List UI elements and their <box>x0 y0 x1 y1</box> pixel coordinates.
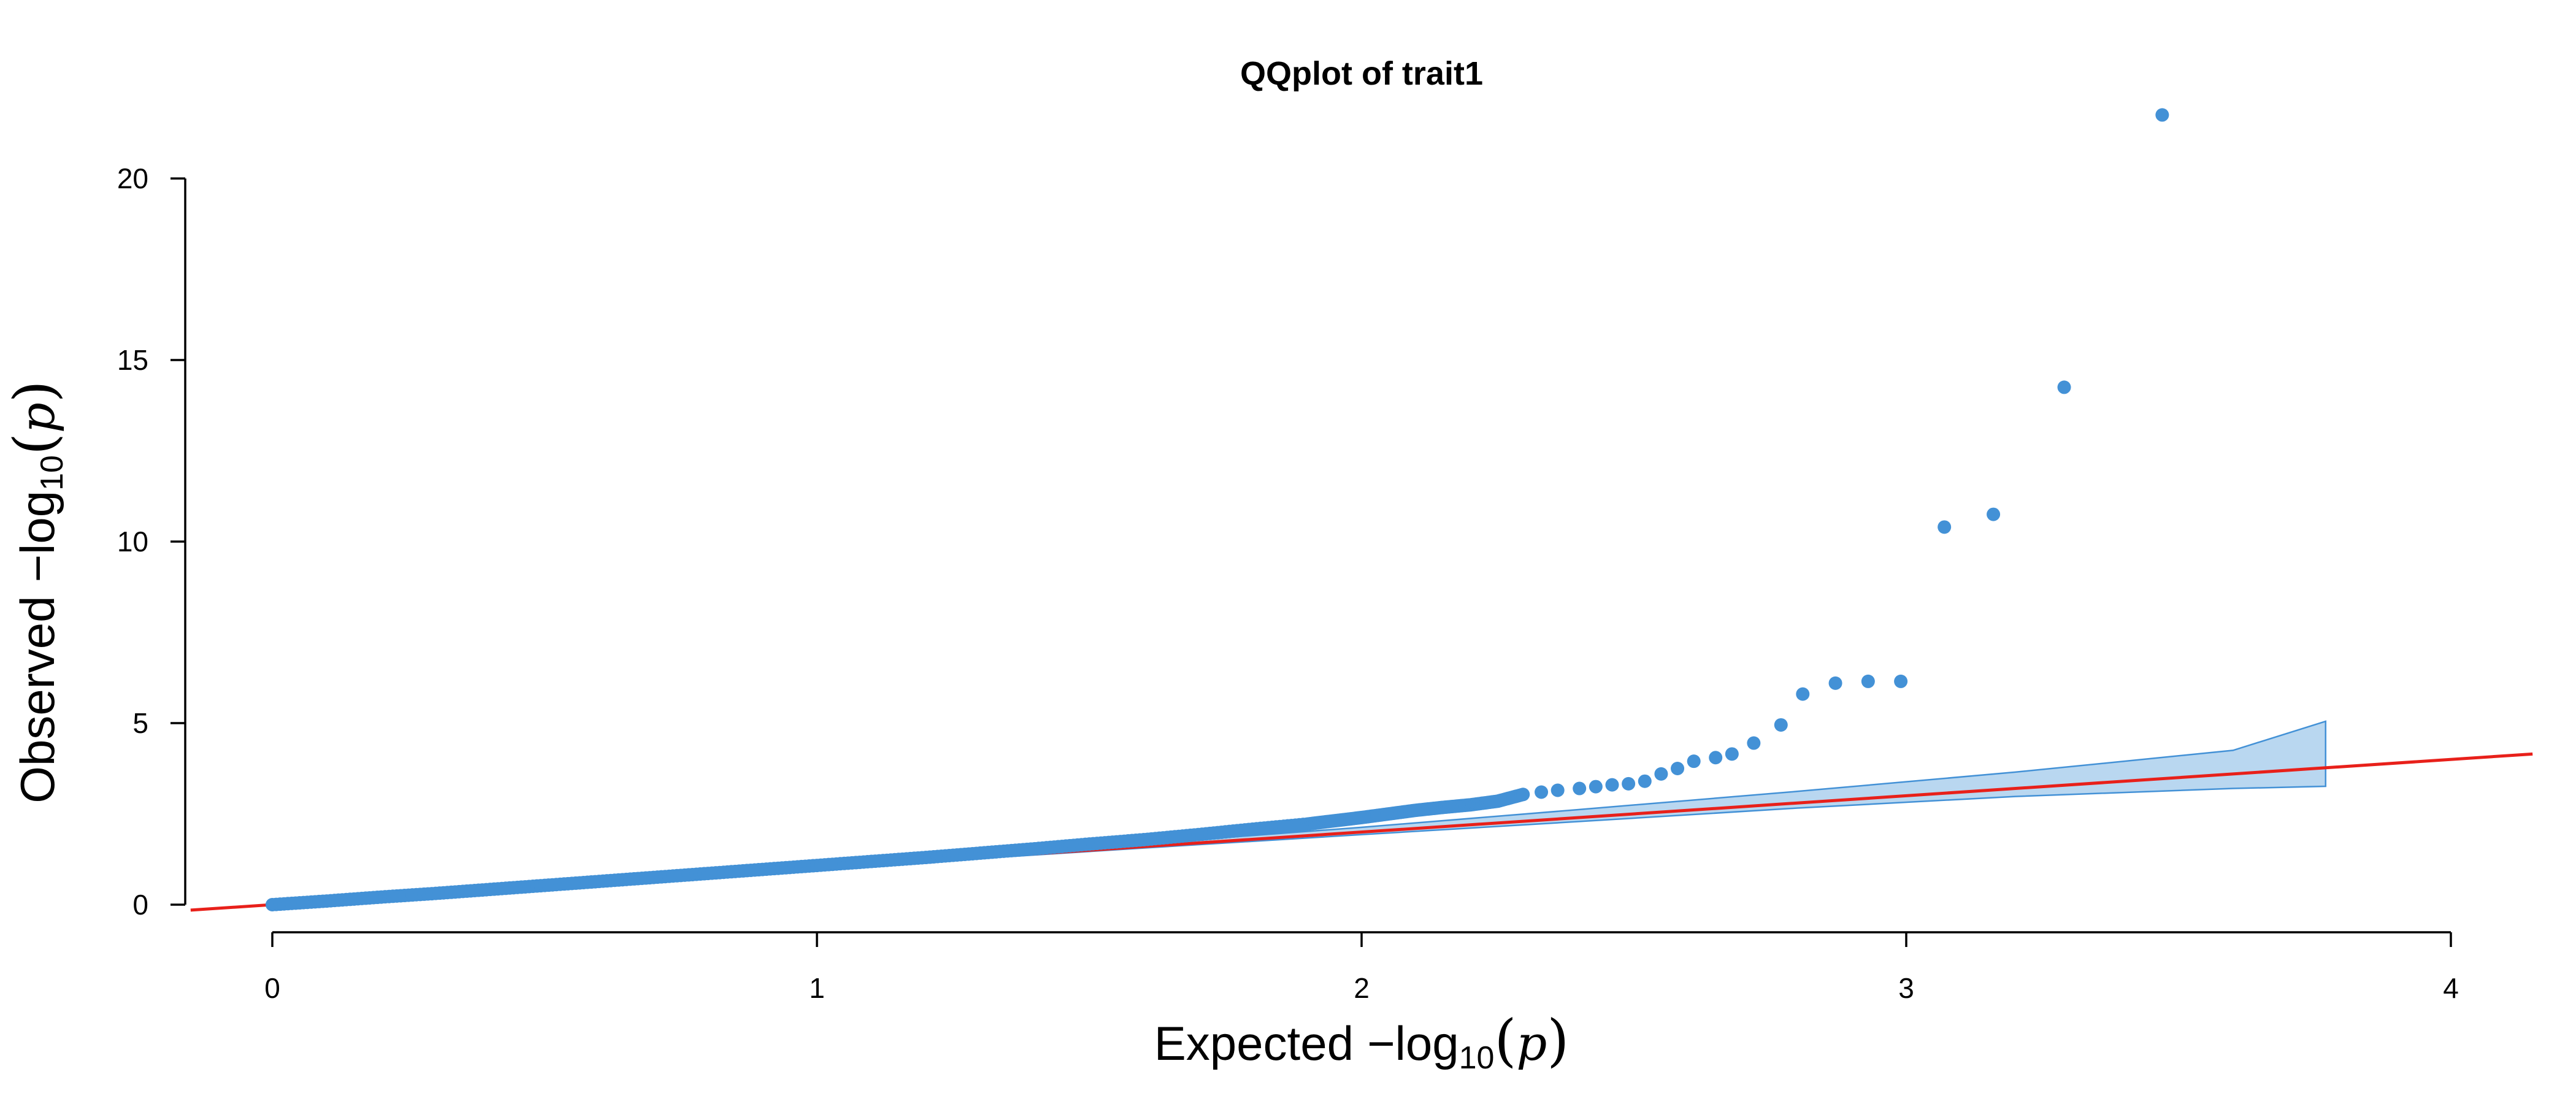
qq-point <box>2057 380 2071 394</box>
confidence-band <box>925 720 2327 863</box>
qq-point <box>1551 783 1565 797</box>
confidence-band-layer <box>925 720 2327 863</box>
qq-point <box>1573 781 1587 795</box>
qq-point <box>1747 736 1761 750</box>
x-tick-label: 3 <box>1898 972 1914 1004</box>
chart-title: QQplot of trait1 <box>1240 55 1483 92</box>
qq-point <box>1638 774 1652 788</box>
x-tick-label: 0 <box>264 972 280 1004</box>
y-axis-label: Observed−log10(p) <box>2 380 70 803</box>
qq-point <box>1774 718 1788 732</box>
qq-point <box>1622 776 1636 791</box>
x-axis-label: Expected −log10(p) <box>1154 1008 1569 1076</box>
qq-point <box>1687 754 1701 769</box>
qq-point <box>2155 108 2169 122</box>
y-tick-label: 10 <box>117 526 148 558</box>
qq-point <box>1654 767 1668 781</box>
x-tick-label: 4 <box>2443 972 2459 1004</box>
y-tick-label: 20 <box>117 163 148 194</box>
dense-points-layer <box>266 788 1530 911</box>
y-tick-label: 15 <box>117 344 148 376</box>
y-axis-ticks: 0 5 10 15 20 <box>117 163 185 921</box>
qq-point <box>1535 785 1549 799</box>
qq-point <box>1516 788 1530 802</box>
qq-point <box>1861 674 1875 688</box>
points-layer <box>1535 108 2169 799</box>
qq-point <box>1605 778 1619 792</box>
qq-point <box>1709 751 1723 765</box>
qq-point <box>1987 507 2001 521</box>
x-tick-label: 1 <box>809 972 825 1004</box>
qq-point <box>1589 780 1603 794</box>
qq-point <box>1671 762 1685 775</box>
x-axis-ticks: 0 1 2 3 4 <box>264 932 2459 1004</box>
y-tick-label: 0 <box>132 889 148 921</box>
x-tick-label: 2 <box>1354 972 1370 1004</box>
qq-point <box>1725 747 1739 761</box>
qq-point <box>1796 687 1810 701</box>
qq-point <box>1828 676 1842 690</box>
qq-point <box>1938 520 1952 534</box>
y-tick-label: 5 <box>132 707 148 739</box>
qq-point <box>1894 674 1908 688</box>
